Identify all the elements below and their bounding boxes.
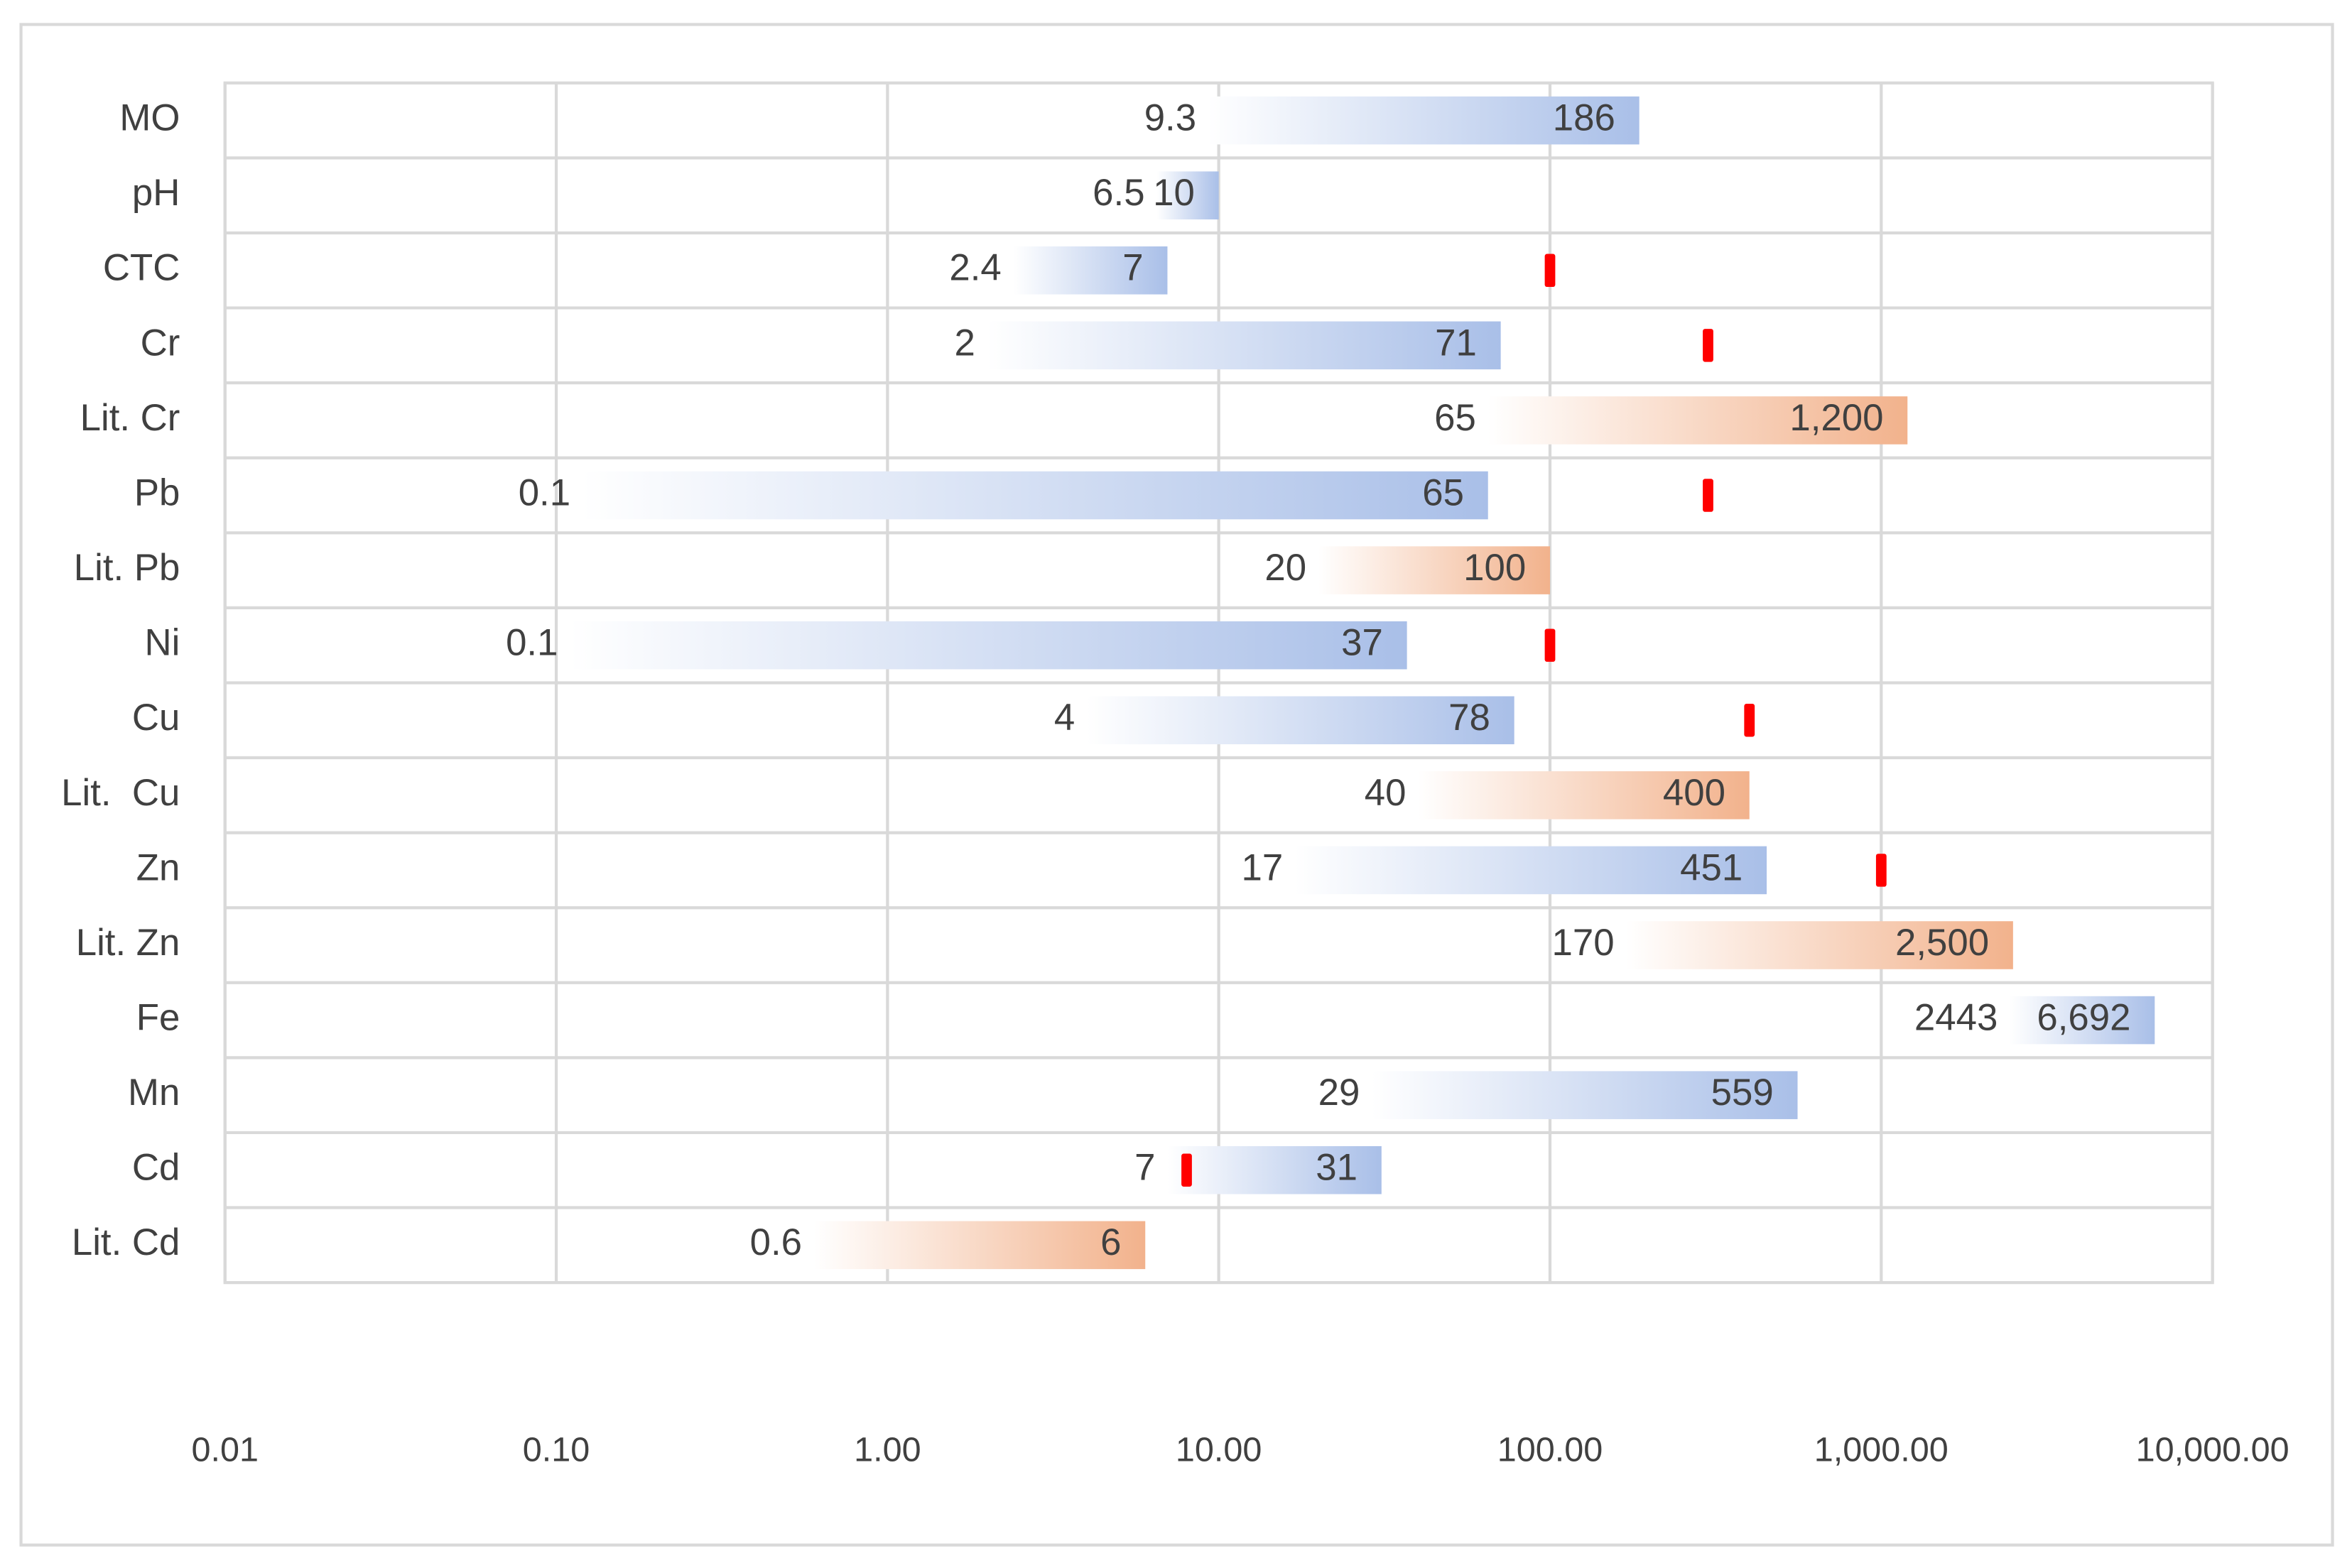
- reference-marker: [1181, 1153, 1192, 1187]
- bar: [1295, 846, 1767, 895]
- bar: [1156, 171, 1219, 219]
- max-label: 10: [1153, 172, 1195, 214]
- bar: [1087, 696, 1514, 745]
- max-label: 451: [1680, 846, 1743, 888]
- min-label: 7: [1134, 1147, 1155, 1189]
- bar: [1626, 921, 2013, 969]
- category-label: Lit. Cu: [61, 772, 180, 814]
- max-label: 2,500: [1895, 922, 1989, 964]
- category-label: Cd: [132, 1147, 180, 1189]
- bar: [1372, 1071, 1798, 1119]
- max-label: 6: [1100, 1221, 1121, 1263]
- min-label: 2443: [1914, 997, 1998, 1039]
- bar: [1418, 771, 1750, 820]
- x-tick-label: 1.00: [854, 1431, 921, 1469]
- max-label: 65: [1422, 472, 1464, 513]
- max-label: 31: [1316, 1147, 1357, 1189]
- category-label: Lit. Pb: [74, 547, 180, 589]
- max-label: 559: [1711, 1072, 1774, 1114]
- min-label: 6.5: [1093, 172, 1144, 214]
- category-label: pH: [132, 172, 180, 214]
- bar: [1013, 246, 1168, 295]
- category-label: Pb: [134, 472, 180, 513]
- category-label: Zn: [136, 846, 180, 888]
- max-label: 6,692: [2037, 997, 2130, 1039]
- x-tick-label: 0.01: [191, 1431, 259, 1469]
- reference-marker: [1544, 254, 1556, 288]
- bar: [987, 321, 1501, 370]
- min-label: 17: [1242, 846, 1284, 888]
- max-label: 1,200: [1789, 397, 1883, 439]
- category-label: Cr: [141, 322, 180, 364]
- category-label: Ni: [145, 622, 180, 664]
- reference-marker: [1703, 479, 1713, 512]
- min-label: 20: [1264, 547, 1306, 589]
- category-label: Mn: [128, 1072, 180, 1114]
- category-label: Lit. Cd: [72, 1221, 180, 1263]
- max-label: 71: [1435, 322, 1477, 364]
- max-label: 37: [1341, 622, 1383, 664]
- reference-marker: [1744, 704, 1755, 737]
- reference-marker: [1544, 628, 1556, 662]
- min-label: 29: [1318, 1072, 1360, 1114]
- category-label: Lit. Zn: [76, 922, 180, 964]
- bar: [1167, 1145, 1382, 1194]
- reference-marker: [1875, 854, 1887, 887]
- x-tick-label: 0.10: [523, 1431, 590, 1469]
- min-label: 9.3: [1144, 97, 1196, 139]
- x-tick-label: 1,000.00: [1814, 1431, 1949, 1469]
- min-label: 4: [1054, 697, 1075, 739]
- max-label: 7: [1122, 247, 1143, 289]
- min-label: 170: [1551, 922, 1614, 964]
- min-label: 0.1: [519, 472, 570, 513]
- max-label: 400: [1663, 772, 1725, 814]
- category-label: Fe: [136, 997, 180, 1039]
- reference-marker: [1703, 329, 1713, 362]
- max-label: 186: [1553, 97, 1615, 139]
- bar: [582, 471, 1488, 520]
- min-label: 65: [1434, 397, 1476, 439]
- bar: [2010, 996, 2155, 1045]
- min-label: 0.1: [506, 622, 558, 664]
- x-tick-label: 10,000.00: [2136, 1431, 2289, 1469]
- min-label: 2: [954, 322, 975, 364]
- category-label: Lit. Cr: [80, 397, 180, 439]
- category-label: Cu: [132, 697, 180, 739]
- min-label: 0.6: [750, 1221, 802, 1263]
- bar: [570, 621, 1407, 670]
- category-label: CTC: [103, 247, 180, 289]
- category-label: MO: [119, 97, 180, 139]
- x-tick-label: 100.00: [1497, 1431, 1603, 1469]
- max-label: 78: [1448, 697, 1490, 739]
- bar: [1487, 396, 1908, 445]
- bar: [1318, 546, 1550, 594]
- bar: [813, 1221, 1146, 1270]
- min-label: 2.4: [949, 247, 1001, 289]
- max-label: 100: [1463, 547, 1526, 589]
- x-tick-label: 10.00: [1176, 1431, 1262, 1469]
- bar: [1208, 96, 1640, 145]
- min-label: 40: [1365, 772, 1407, 814]
